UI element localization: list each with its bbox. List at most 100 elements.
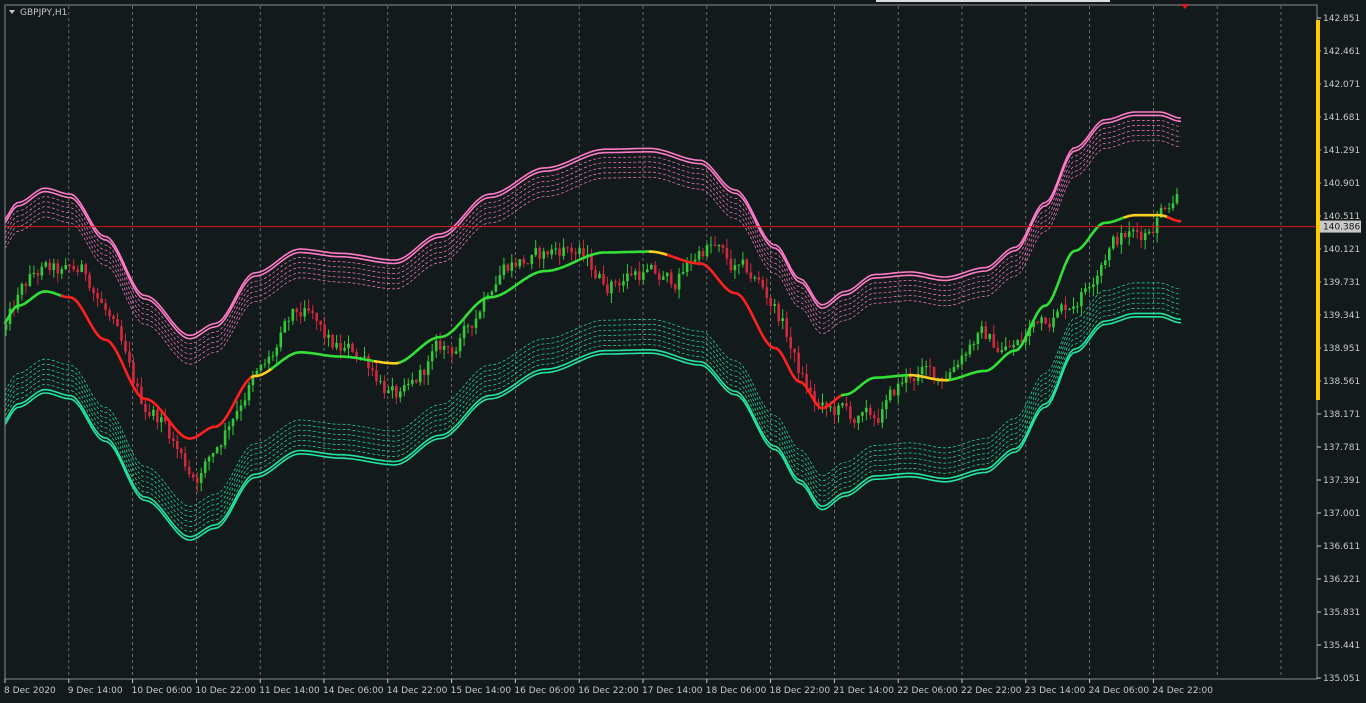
candle-body [626,273,629,282]
midline-segment [373,360,402,365]
candle-body [36,272,40,276]
candle-body [478,311,482,319]
candle-body [1052,317,1055,328]
candle-body [757,277,761,280]
candle-body [1167,208,1171,210]
candle-body [211,453,215,457]
candle-body [538,248,541,259]
candle-body [263,363,267,365]
candle-body [598,273,601,279]
candle-body [542,251,545,259]
current-price-line: 140.386 [5,220,1361,233]
y-tick-label: 141.681 [1323,113,1360,123]
midline-segment [3,290,47,325]
candle-body [793,348,796,353]
x-tick-label: 14 Dec 06:00 [323,686,384,696]
candle-body [144,403,147,412]
candle-body [789,336,792,349]
price-axis[interactable]: 142.851 142.461 142.071 141.681 141.291 140.9… [1317,14,1360,684]
candle-body [24,284,28,286]
candle-body [172,438,175,441]
candle-body [741,259,745,265]
candle-body [1139,231,1143,240]
candle-body [522,259,526,264]
candle-body [1004,346,1007,351]
candle-body [980,326,984,334]
candle-body [1147,231,1151,234]
candle-body [865,407,868,413]
candle-body [251,376,255,386]
upper-envelope-line [4,140,1182,365]
candle-body [462,325,466,339]
chevron-down-icon[interactable] [9,10,15,14]
shift-marker-icon[interactable] [1181,4,1189,9]
candle-body [797,352,800,374]
x-tick-label: 16 Dec 06:00 [514,686,575,696]
y-tick-label: 138.171 [1323,410,1360,420]
candle-body [653,265,657,274]
candle-body [1135,229,1139,232]
candle-body [247,385,251,401]
candle-body [630,273,633,276]
candle-body [160,417,163,423]
candle-body [661,276,665,280]
candle-body [32,272,36,274]
candle-body [869,407,872,416]
candle-body [801,373,804,375]
candle-body [112,316,115,319]
x-tick-label: 9 Dec 14:00 [68,686,123,696]
candle-body [502,264,506,276]
symbol-label: GBPJPY,H1 [9,8,67,18]
midline-segment [1158,213,1170,219]
midline-segment [648,250,670,257]
candle-body [1127,231,1131,237]
x-tick-label: 16 Dec 22:00 [578,686,639,696]
candle-body [363,356,366,358]
candle-body [853,419,856,424]
candle-body [395,386,398,398]
candle-body [1151,231,1155,233]
upper-envelope-line [4,125,1182,350]
candle-body [693,259,697,262]
x-tick-label: 24 Dec 22:00 [1152,686,1213,696]
candle-body [494,284,498,292]
candle-body [685,261,689,272]
candle-body [713,244,717,246]
candle-body [120,326,123,341]
candles [4,187,1179,493]
candle-body [1171,203,1175,209]
candle-body [562,247,565,256]
candle-body [594,270,597,279]
y-tick-label: 135.831 [1323,608,1360,618]
candle-body [195,477,199,483]
candle-body [657,273,661,280]
x-tick-label: 8 Dec 2020 [4,686,56,696]
candle-body [733,265,737,271]
candle-body [403,385,406,392]
candle-body [152,409,155,416]
y-tick-label: 135.441 [1323,641,1360,651]
candle-body [108,310,111,317]
candle-body [881,409,884,423]
candle-body [407,383,410,385]
candle-body [582,248,585,257]
candle-body [765,287,769,298]
candle-body [219,445,223,448]
midline-segment [798,380,827,410]
time-axis[interactable]: 8 Dec 2020 9 Dec 14:00 10 Dec 06:00 10 Dec … [4,679,1213,696]
candle-body [418,369,422,383]
candle-body [426,361,430,375]
candle-body [578,248,581,254]
candle-body [124,340,127,352]
midline-segment [896,373,912,378]
y-tick-label: 136.611 [1323,542,1360,552]
current-price-box [1320,220,1361,233]
candle-body [375,370,378,382]
candle-body [68,265,71,267]
candle-body [223,430,227,446]
candle-body [355,352,358,358]
candle-body [821,402,824,406]
candle-body [725,247,729,259]
